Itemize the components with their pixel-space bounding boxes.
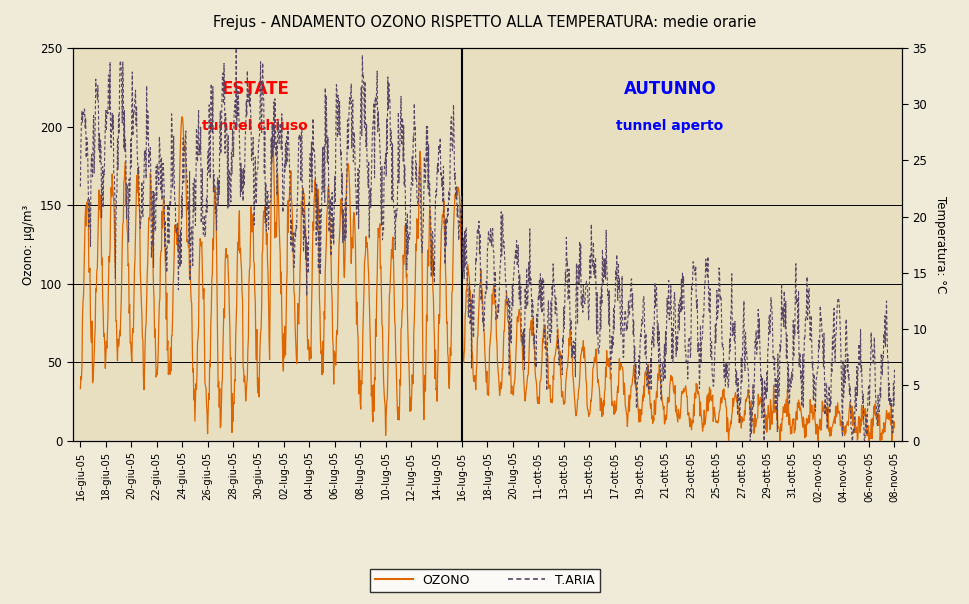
Text: ESTATE: ESTATE (221, 80, 289, 98)
Legend: OZONO, T.ARIA: OZONO, T.ARIA (370, 569, 599, 592)
Text: tunnel chiuso: tunnel chiuso (203, 119, 308, 133)
Text: tunnel aperto: tunnel aperto (615, 119, 723, 133)
Y-axis label: Ozono: μg/m³: Ozono: μg/m³ (21, 205, 35, 284)
Text: AUTUNNO: AUTUNNO (623, 80, 715, 98)
Y-axis label: Temperatura: °C: Temperatura: °C (933, 196, 946, 294)
Text: Frejus - ANDAMENTO OZONO RISPETTO ALLA TEMPERATURA: medie orarie: Frejus - ANDAMENTO OZONO RISPETTO ALLA T… (213, 15, 756, 30)
